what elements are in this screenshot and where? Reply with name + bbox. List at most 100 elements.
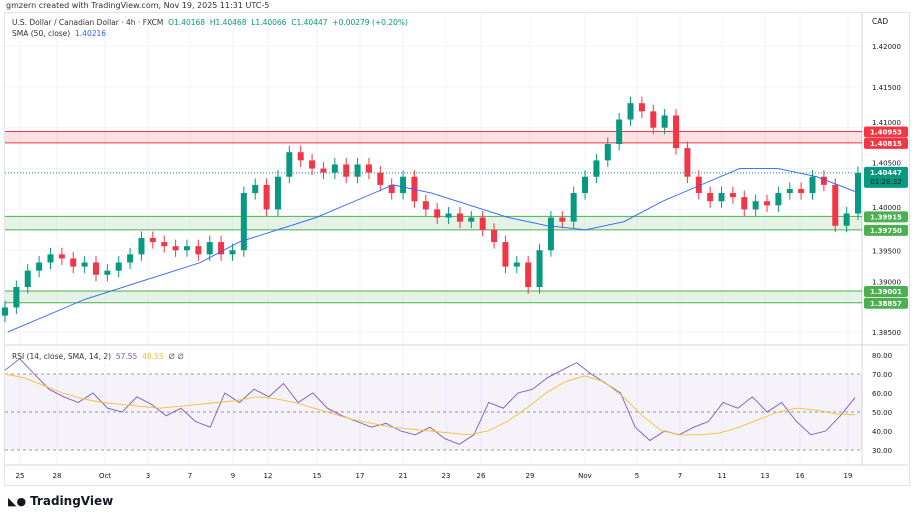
candle-body bbox=[547, 217, 554, 251]
candle-body bbox=[149, 237, 156, 243]
countdown-label: 01:28:32 bbox=[870, 178, 901, 186]
sma-line bbox=[7, 168, 856, 333]
candle-body bbox=[695, 176, 702, 194]
candle-body bbox=[229, 250, 236, 255]
y-tick-label: 1.38500 bbox=[872, 329, 901, 337]
ohlc-low: L1.40066 bbox=[251, 18, 287, 27]
rsi-label: RSI (14, close, SMA, 14, 2) bbox=[12, 352, 112, 361]
candle-body bbox=[855, 172, 861, 214]
x-tick-label: Nov bbox=[578, 472, 592, 480]
candle-body bbox=[354, 164, 361, 177]
x-tick-label: 5 bbox=[635, 472, 639, 480]
candle-body bbox=[479, 217, 486, 230]
x-tick-label: 9 bbox=[231, 472, 235, 480]
candle-body bbox=[536, 250, 543, 288]
rsi-tick-label: 70.00 bbox=[872, 371, 892, 379]
rsi-sma-value: 48.55 bbox=[142, 352, 164, 361]
x-tick-label: 29 bbox=[526, 472, 535, 480]
candle-body bbox=[673, 115, 680, 149]
x-tick-label: 25 bbox=[16, 472, 25, 480]
support-price-label: 1.39750 bbox=[870, 227, 902, 235]
candle-body bbox=[331, 164, 338, 173]
brand-name: TradingView bbox=[30, 494, 114, 508]
x-tick-label: 13 bbox=[761, 472, 770, 480]
candle-body bbox=[809, 176, 816, 194]
candle-body bbox=[286, 152, 293, 177]
candle-body bbox=[593, 160, 600, 177]
x-tick-label: 7 bbox=[678, 472, 682, 480]
candle-body bbox=[832, 184, 839, 226]
ohlc-close: C1.40447 bbox=[291, 18, 328, 27]
candle-body bbox=[616, 119, 623, 145]
rsi-extra: ∅ ∅ bbox=[168, 352, 184, 361]
support-price-label: 1.39915 bbox=[870, 213, 902, 221]
candle-body bbox=[775, 193, 782, 206]
ohlc-high: H1.40468 bbox=[209, 18, 247, 27]
support-price-tag bbox=[864, 211, 908, 223]
candle-body bbox=[320, 168, 327, 173]
candle-body bbox=[604, 144, 611, 161]
y-tick-label: 1.41500 bbox=[872, 84, 901, 92]
candle-body bbox=[377, 172, 384, 185]
currency-label: CAD bbox=[872, 17, 889, 26]
x-tick-label: 19 bbox=[844, 472, 853, 480]
legend: U.S. Dollar / Canadian Dollar · 4h · FXC… bbox=[12, 17, 408, 39]
candle-body bbox=[115, 262, 122, 271]
x-tick-label: 3 bbox=[146, 472, 150, 480]
x-tick-label: Oct bbox=[99, 472, 111, 480]
x-tick-label: 11 bbox=[718, 472, 727, 480]
sma-label: SMA (50, close) bbox=[12, 29, 71, 38]
rsi-tick-label: 40.00 bbox=[872, 428, 892, 436]
candle-body bbox=[445, 213, 452, 218]
candle-body bbox=[2, 307, 8, 316]
chart-frame bbox=[4, 12, 910, 486]
x-tick-label: 23 bbox=[442, 472, 451, 480]
last-price-label: 1.40447 bbox=[870, 169, 902, 177]
support-price-label: 1.39001 bbox=[870, 288, 902, 296]
candle-body bbox=[138, 237, 145, 255]
candle-body bbox=[104, 270, 111, 275]
support-zone bbox=[5, 216, 862, 230]
candle-body bbox=[741, 197, 748, 210]
candle-body bbox=[206, 242, 213, 255]
candle-body bbox=[786, 188, 793, 194]
candle-body bbox=[650, 111, 657, 128]
x-tick-label: 16 bbox=[796, 472, 805, 480]
last-price-tag bbox=[864, 166, 908, 188]
candle-body bbox=[525, 262, 532, 288]
x-tick-label: 7 bbox=[188, 472, 192, 480]
candle-body bbox=[309, 160, 316, 169]
candle-body bbox=[274, 176, 281, 210]
resistance-price-label: 1.40815 bbox=[870, 140, 902, 148]
candle-body bbox=[684, 148, 691, 177]
sma-value: 1.40216 bbox=[75, 29, 107, 38]
candle-body bbox=[343, 164, 350, 177]
candle-body bbox=[365, 164, 372, 173]
candle-body bbox=[195, 246, 202, 255]
candle-body bbox=[81, 262, 88, 267]
candle-body bbox=[172, 246, 179, 251]
y-tick-label: 1.39500 bbox=[872, 247, 901, 255]
symbol-title: U.S. Dollar / Canadian Dollar · 4h · FXC… bbox=[12, 18, 164, 27]
candle-body bbox=[297, 152, 304, 161]
rsi-value: 57.55 bbox=[115, 352, 138, 361]
support-price-label: 1.38857 bbox=[870, 300, 902, 308]
candle-body bbox=[559, 217, 566, 222]
rsi-tick-label: 30.00 bbox=[872, 447, 892, 455]
ohlc-change: +0.00279 (+0.20%) bbox=[332, 18, 408, 27]
support-zone bbox=[5, 291, 862, 303]
tradingview-logo: ◣● TradingView bbox=[8, 494, 113, 508]
support-price-tag bbox=[864, 286, 908, 298]
x-tick-label: 15 bbox=[313, 472, 322, 480]
candle-body bbox=[798, 188, 805, 194]
support-price-tag bbox=[864, 297, 908, 309]
resistance-price-label: 1.40953 bbox=[870, 129, 902, 137]
candle-body bbox=[263, 184, 270, 210]
candle-body bbox=[638, 103, 645, 112]
candle-body bbox=[661, 115, 668, 128]
resistance-zone bbox=[5, 131, 862, 143]
candle-body bbox=[502, 242, 509, 267]
candle-body bbox=[820, 176, 827, 185]
rsi-legend: RSI (14, close, SMA, 14, 2) 57.55 48.55 … bbox=[12, 352, 184, 361]
